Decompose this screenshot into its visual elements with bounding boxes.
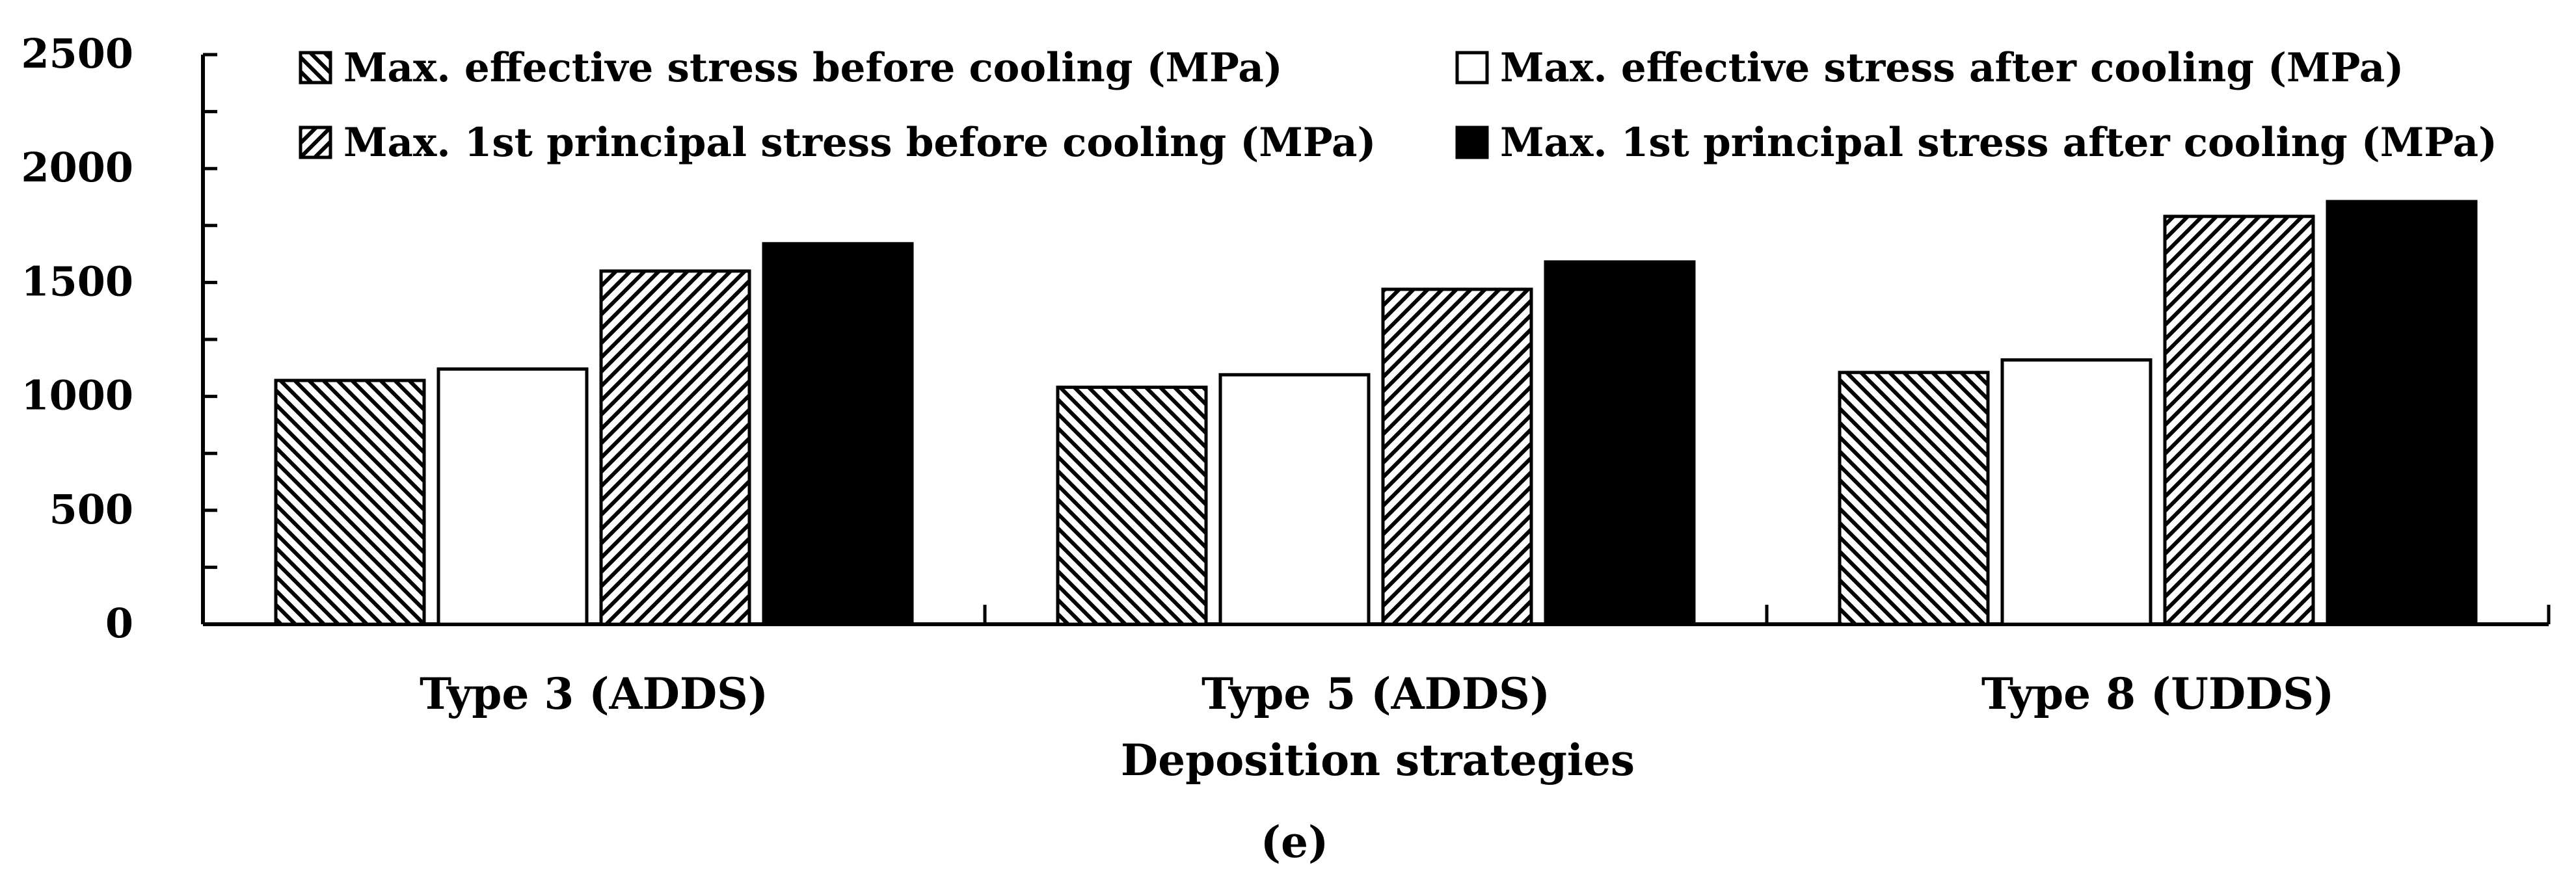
legend-swatch xyxy=(1455,125,1489,159)
y-tick-label: 2500 xyxy=(21,30,133,77)
y-tick-label: 2000 xyxy=(21,144,133,191)
bar xyxy=(599,269,751,626)
bar xyxy=(274,378,426,626)
bar xyxy=(1381,287,1533,626)
legend-label: Max. 1st principal stress before cooling… xyxy=(343,120,1376,166)
x-tick-label: Type 3 (ADDS) xyxy=(420,668,768,719)
y-tick-label: 0 xyxy=(105,600,133,647)
legend-item: Max. 1st principal stress after cooling … xyxy=(1455,120,2497,166)
x-axis xyxy=(201,605,2551,626)
legend-swatch xyxy=(299,125,332,159)
bar xyxy=(1218,373,1371,626)
legend-swatch xyxy=(299,51,332,85)
plot-area: 0 500 1000 1500 2000 2500 Type 3 (ADDS) Type 5… xyxy=(21,30,2551,719)
category-labels: Type 3 (ADDS) Type 5 (ADDS) Type 8 (UDDS) xyxy=(420,668,2334,719)
y-tick-label: 1000 xyxy=(21,372,133,419)
bar xyxy=(436,367,589,626)
legend-item: Max. effective stress before cooling (MP… xyxy=(299,45,1283,91)
bar xyxy=(762,242,914,626)
bar xyxy=(2000,358,2153,626)
bar xyxy=(2326,200,2478,626)
legend-label: Max. effective stress before cooling (MP… xyxy=(343,45,1283,91)
legend-label: Max. effective stress after cooling (MPa… xyxy=(1500,45,2404,91)
y-tick-label: 1500 xyxy=(21,258,133,305)
legend: Max. effective stress before cooling (MP… xyxy=(299,45,2497,166)
bar xyxy=(1544,260,1696,626)
bar xyxy=(2163,215,2315,626)
x-tick-label: Type 5 (ADDS) xyxy=(1201,668,1550,719)
y-tick-label: 500 xyxy=(49,486,133,533)
x-axis-title: Deposition strategies xyxy=(1121,735,1635,786)
legend-item: Max. 1st principal stress before cooling… xyxy=(299,120,1376,166)
legend-label: Max. 1st principal stress after cooling … xyxy=(1500,120,2497,166)
bar xyxy=(1838,371,1990,626)
x-tick-label: Type 8 (UDDS) xyxy=(1981,668,2334,719)
bars xyxy=(274,200,2478,626)
bar xyxy=(1056,386,1208,626)
y-axis: 0 500 1000 1500 2000 2500 xyxy=(21,30,217,647)
figure-caption: (e) xyxy=(1261,817,1328,867)
legend-item: Max. effective stress after cooling (MPa… xyxy=(1455,45,2404,91)
legend-swatch xyxy=(1455,51,1489,85)
